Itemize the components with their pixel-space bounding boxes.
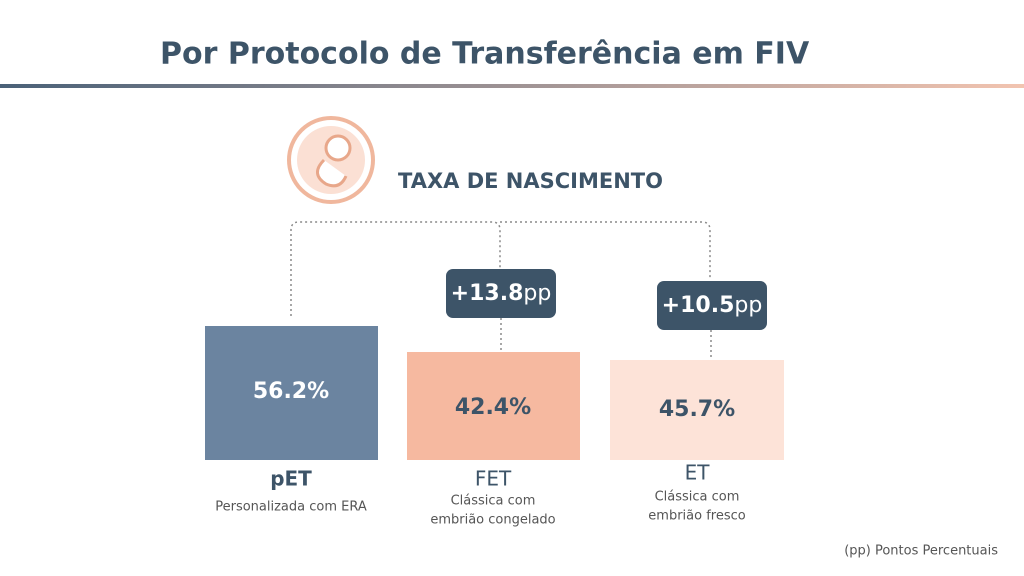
fet-difference-unit: pp <box>523 281 551 306</box>
pet-box <box>205 326 378 460</box>
fet-difference: +13.8pp <box>451 281 552 306</box>
pet-name: pET <box>270 467 312 491</box>
fet-description: embrião congelado <box>430 513 555 528</box>
et-name: ET <box>685 461 711 485</box>
et-difference-unit: pp <box>734 293 762 318</box>
pet-description: Personalizada com ERA <box>215 500 367 515</box>
et-box <box>610 360 784 460</box>
et-description: embrião fresco <box>648 509 745 524</box>
et-badge <box>657 281 767 330</box>
et-difference-number: +10.5 <box>662 293 735 318</box>
fet-box <box>407 352 580 460</box>
fet-badge <box>446 269 556 318</box>
section-title: TAXA DE NASCIMENTO <box>398 169 663 193</box>
baby-icon <box>287 116 375 204</box>
et-value: 45.7% <box>659 397 735 422</box>
fet-difference-number: +13.8 <box>451 281 524 306</box>
et-difference: +10.5pp <box>662 293 763 318</box>
connectors <box>290 221 712 360</box>
title-rule <box>0 84 1024 88</box>
fet-value: 42.4% <box>455 395 531 420</box>
footnote: (pp) Pontos Percentuais <box>844 544 998 559</box>
et-description: Clássica com <box>655 490 740 505</box>
pet-value: 56.2% <box>253 379 329 404</box>
fet-description: Clássica com <box>451 494 536 509</box>
fet-name: FET <box>475 467 512 491</box>
slide-title: Por Protocolo de Transferência em FIV <box>160 37 810 72</box>
